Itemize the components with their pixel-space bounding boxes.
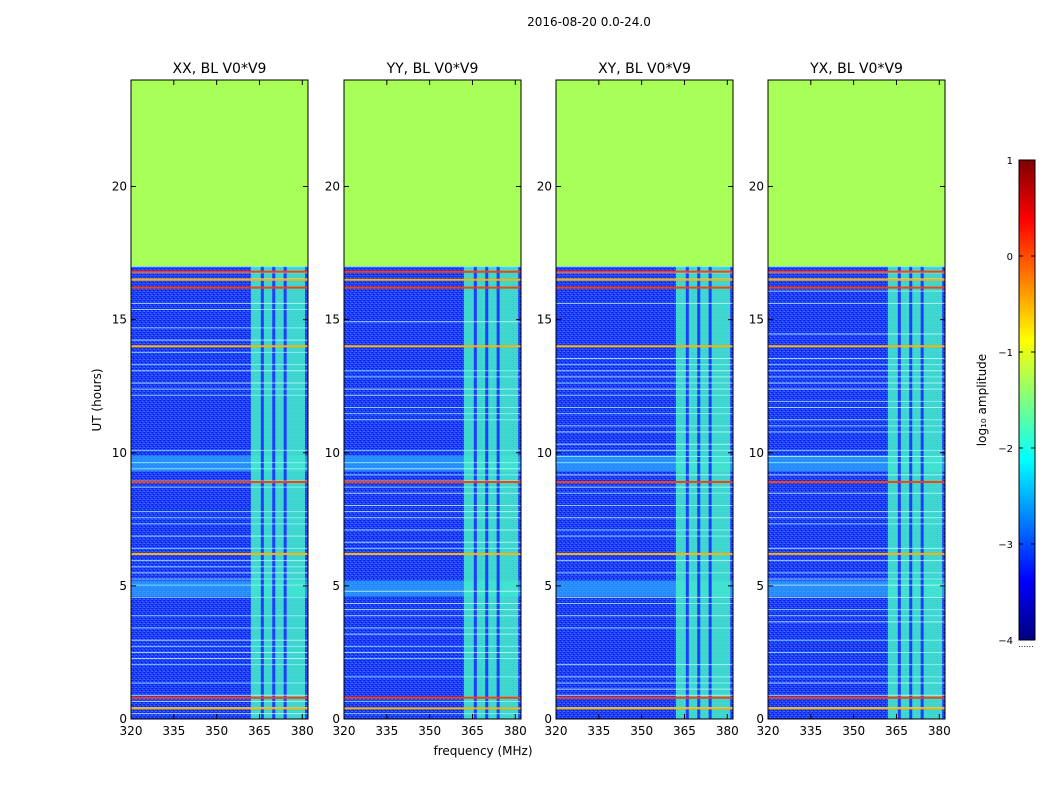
y-tick-label: 5: [756, 579, 764, 593]
x-tick-label: 380: [716, 724, 739, 738]
colorbar-tick-label: −3: [998, 540, 1013, 551]
colorbar-label: log₁₀ amplitude: [975, 354, 989, 446]
x-tick-label: 335: [587, 724, 610, 738]
x-tick-label: 380: [928, 724, 951, 738]
rfi-band: [463, 266, 519, 719]
x-tick-label: 365: [885, 724, 908, 738]
y-axis-label: UT (hours): [90, 368, 104, 431]
panel-4: YX, BL V0*V9 320 335 350 365 380 0 5 10 15 20: [749, 61, 951, 738]
rfi-subchannel-gap: [283, 266, 287, 719]
no-data-region: [768, 80, 945, 267]
rfi-subchannel-gap: [708, 266, 712, 719]
colorbar-underflow: ......: [1018, 640, 1033, 649]
rfi-subchannel-gap: [473, 266, 477, 719]
rfi-subchannel-gap: [260, 266, 264, 719]
panel-1: XX, BL V0*V9 320 335 350 365 380 0 5 10 15 20: [112, 61, 314, 738]
panel-title: XY, BL V0*V9: [598, 61, 691, 77]
y-tick-label: 0: [756, 712, 764, 726]
y-tick-label: 10: [112, 446, 127, 460]
y-tick-label: 10: [749, 446, 764, 460]
y-tick-label: 10: [325, 446, 340, 460]
rfi-band: [250, 266, 306, 719]
x-tick-label: 365: [461, 724, 484, 738]
y-tick-label: 15: [749, 313, 764, 327]
x-tick-label: 320: [120, 724, 143, 738]
rfi-band: [675, 266, 731, 719]
x-axis-label: frequency (MHz): [433, 744, 532, 758]
x-tick-label: 365: [248, 724, 271, 738]
y-tick-label: 20: [325, 180, 340, 194]
y-tick-label: 0: [544, 712, 552, 726]
colorbar-gradient: [1018, 159, 1036, 641]
panel-frame: [130, 79, 309, 720]
rfi-subchannel-gap: [685, 266, 689, 719]
x-tick-label: 335: [799, 724, 822, 738]
y-tick-label: 10: [537, 446, 552, 460]
panel-title: YX, BL V0*V9: [809, 61, 903, 77]
y-tick-label: 20: [537, 180, 552, 194]
rfi-subchannel-gap: [485, 266, 489, 719]
rfi-subchannel-gap: [897, 266, 901, 719]
panel-3: XY, BL V0*V9 320 335 350 365 380 0 5 10 15 20: [537, 61, 739, 738]
y-tick-label: 0: [119, 712, 127, 726]
rfi-subchannel-gap: [697, 266, 701, 719]
x-tick-label: 320: [333, 724, 356, 738]
rfi-subchannel-gap: [909, 266, 913, 719]
x-tick-label: 350: [630, 724, 653, 738]
y-tick-label: 5: [332, 579, 340, 593]
panel-frame: [767, 79, 946, 720]
x-tick-label: 350: [842, 724, 865, 738]
y-tick-label: 5: [119, 579, 127, 593]
x-tick-label: 335: [375, 724, 398, 738]
colorbar-tick-label: −4: [998, 636, 1013, 647]
rfi-band: [887, 266, 943, 719]
y-tick-label: 15: [537, 313, 552, 327]
colorbar-tick-label: 1: [1007, 156, 1013, 167]
colorbar-tick-label: −2: [998, 444, 1013, 455]
y-tick-label: 15: [325, 313, 340, 327]
x-tick-label: 380: [504, 724, 527, 738]
rfi-subchannel-gap: [496, 266, 500, 719]
x-tick-label: 380: [291, 724, 314, 738]
panel-title: YY, BL V0*V9: [386, 61, 479, 77]
colorbar: 1 0 −1 −2 −3 −4 ...... log₁₀ amplitude: [975, 156, 1036, 649]
panel-frame: [343, 79, 522, 720]
colorbar-tick-label: −1: [998, 348, 1013, 359]
x-tick-label: 335: [162, 724, 185, 738]
y-tick-label: 5: [544, 579, 552, 593]
panel-title: XX, BL V0*V9: [173, 61, 267, 77]
no-data-region: [131, 80, 308, 267]
y-tick-label: 15: [112, 313, 127, 327]
x-tick-label: 365: [673, 724, 696, 738]
panel-2: YY, BL V0*V9 320 335 350 365 380 0 5 10 15 20: [325, 61, 527, 738]
y-tick-label: 0: [332, 712, 340, 726]
x-tick-label: 350: [418, 724, 441, 738]
y-tick-label: 20: [112, 180, 127, 194]
x-tick-label: 350: [205, 724, 228, 738]
panel-frame: [555, 79, 734, 720]
colorbar-tick-label: 0: [1007, 252, 1013, 263]
no-data-region: [344, 80, 521, 267]
x-tick-label: 320: [545, 724, 568, 738]
x-tick-label: 320: [757, 724, 780, 738]
rfi-subchannel-gap: [272, 266, 276, 719]
no-data-region: [556, 80, 733, 267]
y-tick-label: 20: [749, 180, 764, 194]
rfi-subchannel-gap: [920, 266, 924, 719]
figure-title: 2016-08-20 0.0-24.0: [527, 15, 651, 29]
